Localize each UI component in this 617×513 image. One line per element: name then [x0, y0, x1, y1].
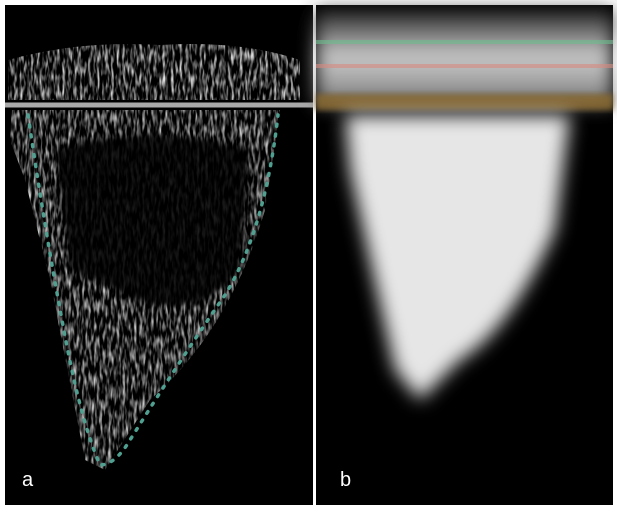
panel-a: a — [5, 5, 313, 505]
spectral-band — [8, 44, 300, 100]
spectral-band — [316, 10, 613, 105]
doppler-envelope — [345, 115, 570, 400]
envelope-core — [55, 135, 250, 306]
tracing-outline — [26, 113, 280, 467]
panel-b: b — [316, 5, 613, 505]
baseline-band — [316, 94, 613, 110]
panel-label: b — [340, 469, 351, 491]
panel-label: a — [22, 469, 34, 491]
